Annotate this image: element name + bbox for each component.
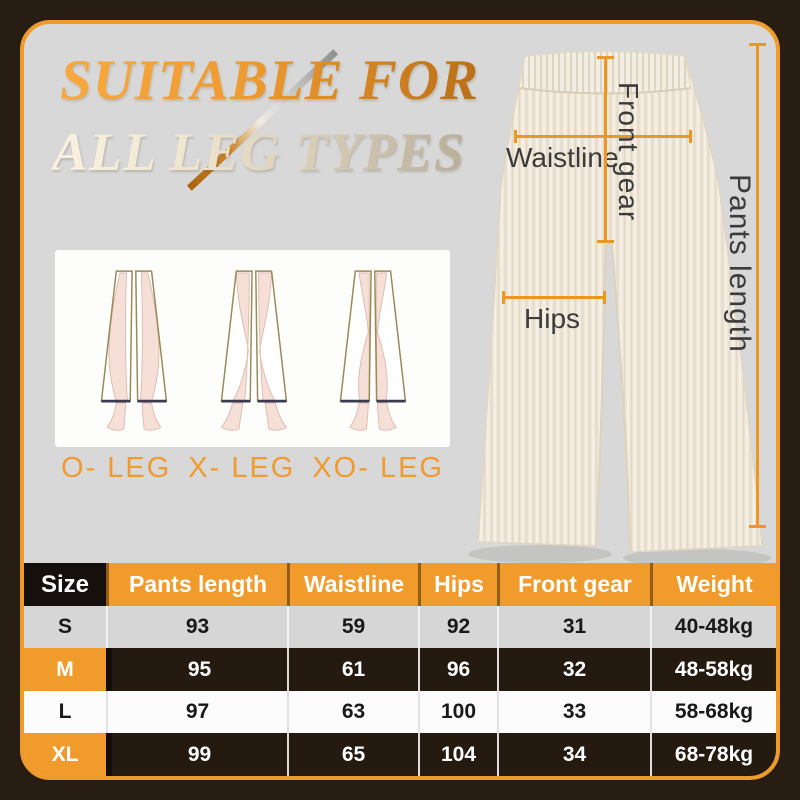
cell-s-front-gear: 31: [497, 606, 650, 648]
cell-xl-pants-length: 99: [106, 733, 287, 776]
cell-xl-waistline: 65: [287, 733, 418, 776]
waistline-label: Waistline: [506, 142, 619, 173]
cell-m-weight: 48-58kg: [650, 648, 776, 691]
cell-l-size: L: [24, 691, 106, 733]
cell-xl-size: XL: [24, 733, 106, 776]
cell-l-hips: 100: [418, 691, 497, 733]
size-table-header-pants-length: Pants length: [106, 563, 287, 606]
cell-s-waistline: 59: [287, 606, 418, 648]
front-gear-label: Front gear: [613, 82, 644, 222]
cell-s-pants-length: 93: [106, 606, 287, 648]
size-table-header-waistline: Waistline: [287, 563, 418, 606]
cell-m-pants-length: 95: [106, 648, 287, 691]
size-table: Size Pants length Waistline Hips Front g…: [24, 563, 776, 776]
cell-xl-weight: 68-78kg: [650, 733, 776, 776]
front-gear-measure-line: [597, 56, 614, 243]
cell-xl-front-gear: 34: [497, 733, 650, 776]
size-table-header-hips: Hips: [418, 563, 497, 606]
title-line2: ALL LEG TYPES: [52, 122, 465, 182]
xo-leg-label: XO- LEG: [312, 452, 444, 484]
o-leg-label: O- LEG: [61, 452, 172, 484]
cell-m-hips: 96: [418, 648, 497, 691]
cell-s-weight: 40-48kg: [650, 606, 776, 648]
hips-measure-line: [502, 291, 606, 304]
cell-s-size: S: [24, 606, 106, 648]
cell-s-hips: 92: [418, 606, 497, 648]
cell-xl-hips: 104: [418, 733, 497, 776]
cell-l-weight: 58-68kg: [650, 691, 776, 733]
xo-leg-figure-icon: [339, 270, 407, 431]
cell-m-waistline: 61: [287, 648, 418, 691]
size-table-header-weight: Weight: [650, 563, 776, 606]
cell-m-front-gear: 32: [497, 648, 650, 691]
waistline-measure-line: [514, 130, 692, 143]
size-table-header-size: Size: [24, 563, 106, 606]
cell-l-front-gear: 33: [497, 691, 650, 733]
pants-length-label: Pants length: [723, 174, 756, 353]
cell-l-pants-length: 97: [106, 691, 287, 733]
hips-label: Hips: [524, 303, 581, 334]
leg-type-labels: O- LEG X- LEG XO- LEG: [55, 452, 450, 485]
cell-l-waistline: 63: [287, 691, 418, 733]
o-leg-figure-icon: [100, 270, 168, 431]
size-table-header-front-gear: Front gear: [497, 563, 650, 606]
x-leg-label: X- LEG: [188, 452, 296, 484]
cell-m-size: M: [24, 648, 106, 691]
pants-length-measure-line: [749, 43, 766, 528]
content-panel: SUITABLE FOR ALL LEG TYPES: [20, 20, 780, 780]
x-leg-figure-icon: [220, 270, 287, 431]
leg-types-illustration: [55, 250, 450, 447]
title-line1: SUITABLE FOR: [60, 49, 480, 112]
